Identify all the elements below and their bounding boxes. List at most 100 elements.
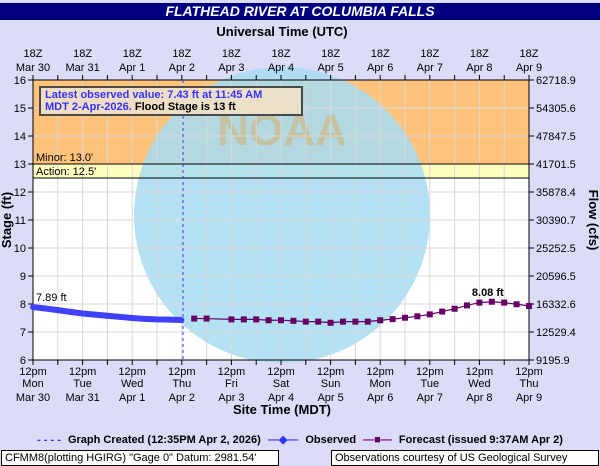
legend-observed: Observed — [305, 434, 357, 446]
y-tick-label: 9 — [20, 271, 26, 283]
bottom-tick-hour: 12pm — [317, 366, 345, 378]
bottom-tick-date: Apr 4 — [268, 392, 294, 404]
top-tick-date: Apr 9 — [516, 62, 542, 74]
bottom-tick-weekday: Fri — [225, 378, 238, 390]
y2-tick-label: 20596.5 — [536, 271, 576, 283]
forecast-point — [513, 301, 520, 308]
bottom-tick-hour: 12pm — [267, 366, 295, 378]
y-tick-label: 11 — [15, 215, 26, 227]
y-tick-label: 10 — [14, 243, 26, 255]
y-tick-label: 8 — [20, 299, 26, 311]
observed-point — [141, 315, 148, 322]
bottom-tick-hour: 12pm — [19, 366, 47, 378]
forecast-point — [501, 299, 508, 306]
latest-observed-text: Latest observed value: 7.43 ft at 11:45 … — [45, 89, 262, 101]
y2-tick-label: 9195.9 — [536, 355, 570, 367]
gage-datum-footer: CFMM8(plotting HGIRG) "Gage 0" Datum: 29… — [1, 450, 279, 466]
forecast-point — [414, 313, 421, 320]
top-tick-hour: 18Z — [222, 48, 241, 60]
bottom-tick-weekday: Wed — [121, 378, 143, 390]
y2-tick-label: 16332.6 — [536, 299, 576, 311]
y2-axis-title: Flow (cfs) — [586, 190, 600, 251]
bottom-tick-hour: 12pm — [218, 366, 246, 378]
forecast-point — [340, 318, 346, 325]
top-tick-date: Apr 8 — [466, 62, 492, 74]
y-tick-label: 6 — [20, 355, 26, 367]
noaa-logo-circle — [134, 67, 430, 363]
observed-point — [54, 307, 61, 314]
forecast-point — [253, 316, 260, 323]
forecast-point — [439, 308, 446, 315]
forecast-point — [526, 302, 532, 309]
forecast-point — [377, 317, 384, 324]
bottom-tick-hour: 12pm — [515, 366, 543, 378]
observed-point — [166, 316, 173, 323]
forecast-point — [451, 305, 458, 312]
top-tick-date: Apr 7 — [417, 62, 443, 74]
threshold-label: Minor: 13.0' — [36, 152, 93, 164]
bottom-tick-date: Apr 9 — [516, 392, 542, 404]
observed-point — [30, 304, 36, 311]
forecast-point — [476, 299, 483, 306]
top-tick-hour: 18Z — [272, 48, 291, 60]
observed-point — [116, 313, 123, 320]
bottom-tick-weekday: Sun — [321, 378, 341, 390]
y-tick-label: 7 — [20, 327, 26, 339]
y2-tick-label: 25252.5 — [536, 243, 576, 255]
top-tick-date: Apr 6 — [367, 62, 393, 74]
bottom-tick-hour: 12pm — [416, 366, 444, 378]
bottom-tick-hour: 12pm — [466, 366, 494, 378]
forecast-point — [364, 318, 371, 325]
forecast-marker-icon: —■— — [363, 434, 392, 446]
forecast-point — [352, 318, 359, 325]
y-tick-label: 12 — [14, 187, 26, 199]
top-tick-hour: 18Z — [172, 48, 191, 60]
y-tick-label: 15 — [14, 103, 26, 115]
bottom-tick-weekday: Thu — [520, 378, 539, 390]
top-tick-date: Apr 1 — [119, 62, 145, 74]
bottom-tick-weekday: Mon — [369, 378, 390, 390]
bottom-tick-weekday: Tue — [73, 378, 92, 390]
y2-tick-label: 35878.4 — [536, 187, 576, 199]
info-box: Latest observed value: 7.43 ft at 11:45 … — [39, 86, 303, 116]
top-tick-hour: 18Z — [73, 48, 92, 60]
forecast-point — [240, 316, 247, 323]
forecast-point — [488, 298, 495, 305]
forecast-point — [315, 318, 322, 325]
forecast-point — [228, 316, 235, 323]
bottom-tick-hour: 12pm — [118, 366, 146, 378]
latest-observed-date: MDT 2-Apr-2026. — [45, 101, 132, 113]
threshold-label: Action: 12.5' — [36, 166, 96, 178]
observed-point — [129, 315, 136, 321]
observed-point — [178, 316, 185, 323]
bottom-axis-title: Site Time (MDT) — [233, 402, 331, 417]
bottom-tick-date: Apr 2 — [169, 392, 195, 404]
y2-tick-label: 54305.6 — [536, 103, 576, 115]
forecast-point — [302, 318, 309, 325]
top-tick-hour: 18Z — [24, 48, 43, 60]
bottom-tick-date: Apr 5 — [317, 392, 343, 404]
forecast-point — [265, 317, 272, 324]
bottom-tick-weekday: Thu — [172, 378, 191, 390]
y2-tick-label: 41701.5 — [536, 159, 576, 171]
bottom-tick-hour: 12pm — [69, 366, 97, 378]
y-tick-label: 16 — [14, 75, 26, 87]
forecast-point — [389, 316, 396, 323]
forecast-point — [464, 302, 470, 309]
bottom-tick-weekday: Sat — [273, 378, 290, 390]
forecast-point — [327, 319, 334, 326]
observations-credit-footer: Observations courtesy of US Geological S… — [331, 450, 599, 466]
bottom-tick-hour: 12pm — [168, 366, 196, 378]
top-tick-hour: 18Z — [470, 48, 489, 60]
bottom-tick-date: Apr 6 — [367, 392, 393, 404]
svg-text:MDT 2-Apr-2026. Flood Stage is: MDT 2-Apr-2026. Flood Stage is 13 ft — [45, 101, 236, 113]
legend-graph-created: Graph Created (12:35PM Apr 2, 2026) — [67, 434, 261, 446]
forecast-peak-label: 8.08 ft — [472, 287, 504, 299]
top-tick-date: Apr 3 — [218, 62, 244, 74]
y2-tick-label: 47847.5 — [536, 131, 576, 143]
top-tick-hour: 18Z — [420, 48, 439, 60]
top-tick-date: Apr 5 — [317, 62, 343, 74]
y2-tick-label: 30390.7 — [536, 215, 576, 227]
top-tick-date: Mar 30 — [16, 62, 50, 74]
